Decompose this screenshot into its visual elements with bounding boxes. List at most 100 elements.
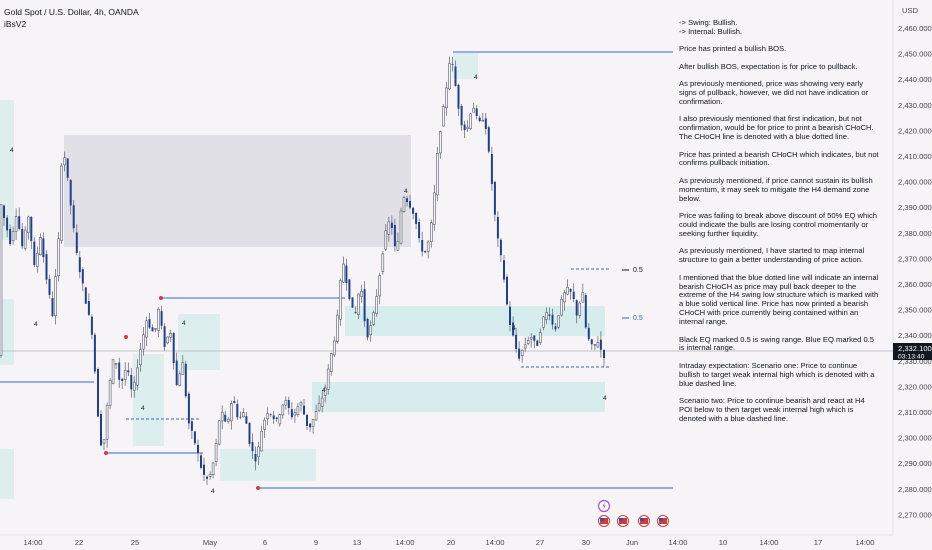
- candle-bull: [429, 222, 433, 242]
- candle-bull: [438, 131, 442, 154]
- supply-zone-gray: [64, 135, 411, 247]
- y-tick-label: 2,290.000: [898, 459, 932, 468]
- candle-bull: [57, 238, 60, 277]
- candle-bull: [145, 320, 148, 338]
- y-tick-label: 2,360.000: [898, 280, 932, 289]
- structure-label: 4: [404, 188, 408, 195]
- candle-bull: [102, 439, 106, 444]
- candle-bear: [363, 289, 366, 322]
- candle-bull: [566, 287, 569, 295]
- x-tick-label: 27: [536, 538, 544, 547]
- candle-bull: [0, 204, 3, 356]
- swing-eq-label: 0.5: [633, 267, 643, 274]
- candle-bear: [348, 279, 351, 299]
- candle-bear: [518, 348, 521, 359]
- candle-bull: [142, 334, 145, 350]
- candle-bull: [260, 430, 263, 452]
- candle-bear: [33, 241, 36, 266]
- candle-bear: [206, 476, 208, 479]
- candle-bear: [351, 297, 354, 308]
- candle-bear: [287, 400, 290, 408]
- candle-bull: [230, 403, 233, 422]
- candle-bear: [224, 414, 227, 422]
- demand-zone-may: [178, 314, 220, 370]
- candle-bull: [60, 165, 63, 241]
- candle-bull: [311, 418, 315, 427]
- candle-bear: [475, 108, 478, 116]
- last-price-value: 2,332.100: [898, 344, 932, 353]
- candle-bull: [445, 87, 448, 109]
- last-price-badge: 2,332.100 03:13:40: [893, 343, 932, 361]
- candle-bull: [472, 107, 476, 113]
- candle-bear: [409, 201, 411, 208]
- pivot-marker: [124, 335, 128, 339]
- candle-bear: [354, 312, 357, 313]
- price-axis[interactable]: 2,270.000 2,280.000 2,290.000 2,300.000 2,31…: [892, 0, 932, 535]
- candle-bull: [208, 474, 212, 477]
- candle-bull: [166, 336, 169, 344]
- candle-bear: [275, 417, 278, 419]
- candle-bear: [78, 257, 81, 273]
- x-tick-label: Jun: [626, 538, 638, 547]
- structure-label: 4: [603, 395, 607, 402]
- candle-bull: [181, 362, 185, 375]
- candle-bull: [139, 349, 142, 365]
- candle-bull: [375, 296, 379, 314]
- symbol-title[interactable]: Gold Spot / U.S. Dollar, 4h, OANDA: [4, 7, 139, 17]
- note-swing: -> Swing: Bullish.: [679, 18, 738, 27]
- candle-bull: [378, 275, 382, 297]
- candle-bear: [193, 431, 196, 444]
- candle-bear: [536, 340, 539, 346]
- candle-bear: [393, 225, 396, 247]
- y-tick-label: 2,300.000: [898, 434, 932, 443]
- candle-bear: [554, 326, 557, 330]
- candle-bear: [30, 216, 33, 241]
- y-tick-label: 2,430.000: [898, 101, 932, 110]
- structure-labels: 4 4 4 4 4 4 4 4 4 4: [10, 74, 607, 495]
- candle-bull: [317, 403, 321, 411]
- y-tick-label: 2,370.000: [898, 254, 932, 263]
- x-tick-label: 25: [131, 538, 139, 547]
- candle-bear: [254, 454, 257, 462]
- candle-bear: [457, 84, 460, 109]
- candle-bull: [136, 367, 139, 386]
- candle-bull: [339, 280, 342, 320]
- candle-bull: [557, 315, 560, 328]
- indicator-name[interactable]: iBsV2: [4, 19, 27, 29]
- time-axis[interactable]: 14:00 22 25 May 6 9 13 14:00 20 14:00 27 30 Jun 14:00…: [0, 534, 893, 547]
- x-tick-label: 17: [814, 538, 822, 547]
- candle-bear: [493, 181, 496, 215]
- candle-bear: [130, 375, 133, 390]
- candle-bear: [290, 409, 293, 418]
- candle-bull: [14, 216, 18, 232]
- candle-bull: [563, 292, 566, 303]
- y-tick-label: 2,390.000: [898, 203, 932, 212]
- candle-bull: [578, 302, 582, 316]
- candle-bull: [469, 113, 472, 129]
- candle-bull: [360, 290, 363, 297]
- candle-bear: [121, 378, 124, 381]
- economic-events[interactable]: [597, 499, 669, 527]
- candle-bear: [148, 319, 151, 328]
- candle-bull: [396, 241, 400, 251]
- candle-bear: [575, 300, 578, 316]
- candle-bear: [197, 444, 199, 453]
- x-tick-label: May: [203, 538, 218, 547]
- candle-bull: [257, 446, 260, 457]
- candle-bear: [569, 288, 572, 292]
- structure-label: 4: [141, 405, 145, 412]
- candle-bear: [533, 335, 536, 341]
- x-tick-label: 14:00: [759, 538, 778, 547]
- y-tick-label: 2,280.000: [898, 485, 932, 494]
- note: I mentioned that the blue dotted line wi…: [679, 272, 879, 327]
- y-tick-label: 2,420.000: [898, 126, 932, 135]
- candle-bear: [418, 222, 421, 239]
- us-flag-icon: [657, 515, 669, 527]
- candle-bear: [306, 414, 308, 426]
- candle-bear: [484, 118, 487, 129]
- candle-bear: [424, 251, 427, 253]
- x-tick-label: 14:00: [485, 538, 504, 547]
- us-flag-icon: [617, 515, 629, 527]
- structure-label: 4: [10, 147, 14, 154]
